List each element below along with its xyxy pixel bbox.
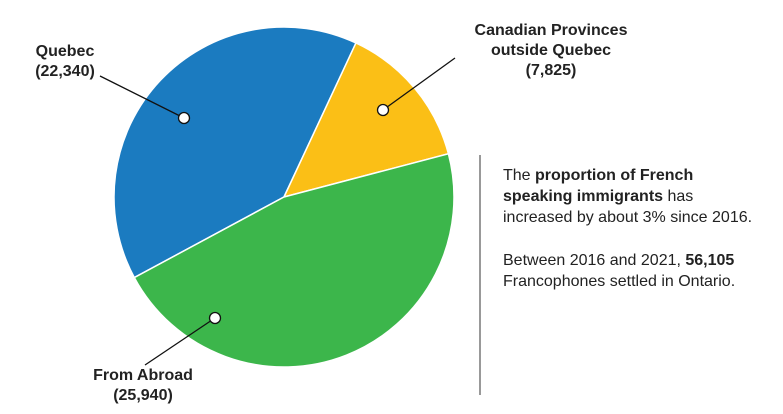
category-name: From Abroad [93,367,193,384]
note-text: Francophones settled in Ontario. [503,273,736,290]
category-name: Quebec [35,43,95,60]
label-dot [376,103,390,117]
value-label: (7,825) [525,62,577,79]
notes: The proportion of French speaking immigr… [503,165,763,314]
note-emphasis: 56,105 [685,252,735,269]
leader-line [382,57,456,111]
note-text: has increased by about 3% since 2016. [503,188,753,226]
pie-slice [282,41,450,199]
note-text: Between 2016 and 2021, [503,252,686,269]
slice-label: From Abroad (25,940) [78,366,208,406]
label-dot [177,111,191,125]
value-label: (25,940) [113,387,173,404]
leader-line [99,75,185,119]
category-name: Canadian Provinces outside Quebec [474,22,628,59]
value-label: (22,340) [35,63,95,80]
slice-label: Canadian Provinces outside Quebec (7,825) [456,21,646,81]
note-paragraph: Between 2016 and 2021, 56,105 Francophon… [503,250,763,292]
slice-label: Quebec (22,340) [0,42,130,82]
note-emphasis: proportion of French speaking immigrants [503,167,694,205]
leader-line [144,317,216,366]
note-text: The [503,167,536,184]
pie-slice [113,26,357,279]
note-paragraph: The proportion of French speaking immigr… [503,165,763,228]
label-dot [208,311,222,325]
